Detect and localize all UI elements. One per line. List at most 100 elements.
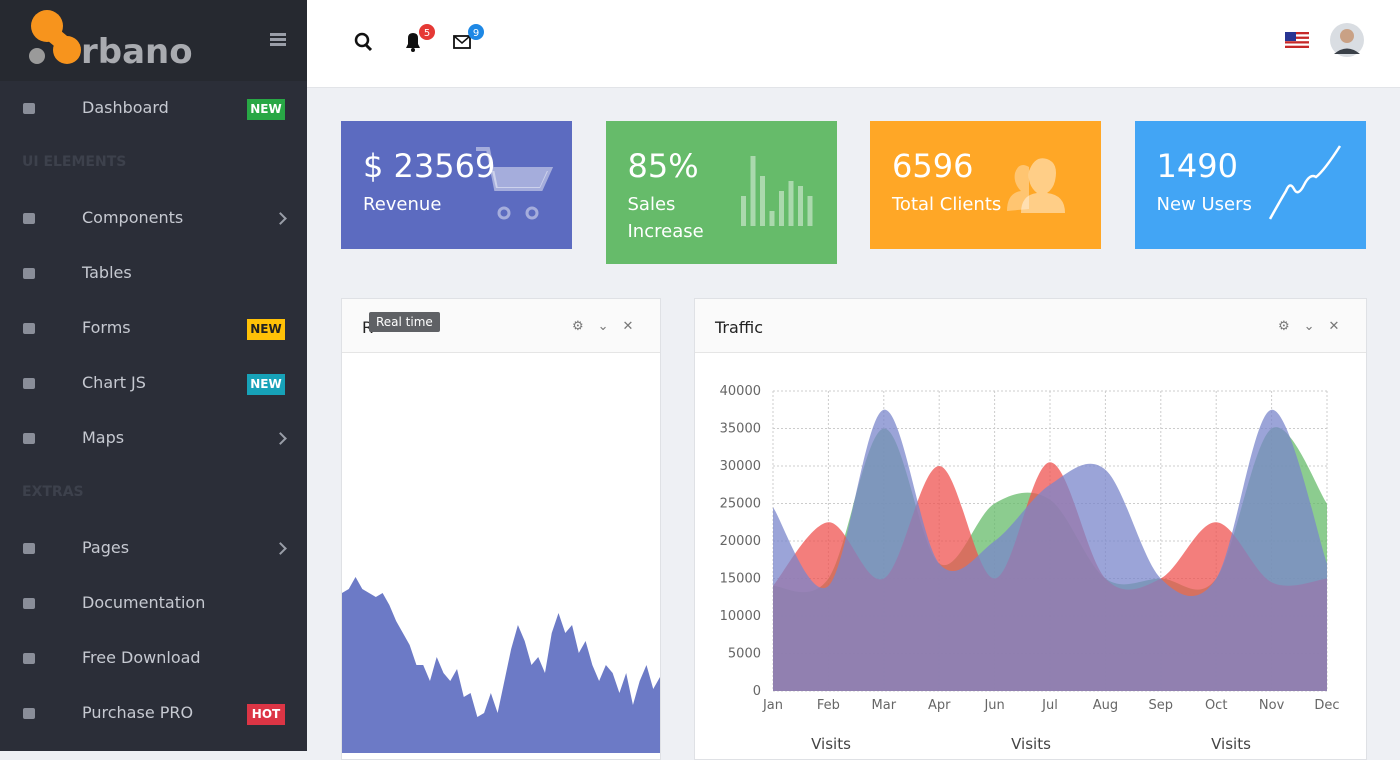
legend-label[interactable]: Visits [811, 735, 851, 753]
icon-cart-body [492, 171, 548, 188]
icon-bar [769, 211, 774, 226]
stat-icon [1268, 145, 1341, 220]
y-tick-label: 10000 [720, 609, 761, 624]
stat-value: $ 23569 [363, 147, 496, 185]
nav-item[interactable]: Chart JS [82, 373, 146, 392]
stat-label: Sales Increase [627, 194, 704, 242]
nav-icon [23, 433, 35, 444]
nav-badge: HOT [247, 704, 285, 725]
nav-icon [23, 103, 35, 114]
nav-icon [23, 598, 35, 609]
x-tick-label: Sep [1149, 698, 1174, 713]
icon-bar [778, 191, 784, 226]
nav-item[interactable]: Free Download [82, 648, 201, 667]
nav-item[interactable]: Purchase PRO [82, 703, 194, 722]
logo[interactable]: rbano [0, 0, 307, 81]
nav-icon [23, 708, 35, 719]
logo-mark: rbano [29, 10, 193, 72]
stat-card: 6596 Total Clients [870, 121, 1101, 249]
sidebar: rbano Dashboard NEW UI ELEMENTS Components T… [0, 0, 307, 751]
icon-line [1268, 145, 1341, 220]
flag-icon[interactable] [1285, 32, 1309, 48]
icon-bar [788, 181, 793, 226]
icon-bar [759, 176, 765, 226]
stat-icon [740, 156, 812, 226]
nav-item[interactable]: Documentation [82, 593, 206, 612]
y-tick-label: 5000 [728, 647, 761, 662]
panel-tools[interactable]: ⚙⌄✕ [1278, 319, 1354, 334]
submenu-arrow [274, 212, 287, 225]
panel-tools[interactable]: ⚙⌄✕ [572, 319, 648, 334]
message-badge [468, 24, 484, 40]
icon-cart [476, 147, 554, 191]
y-tick-label: 35000 [720, 422, 761, 437]
submenu-arrow [274, 432, 287, 445]
stat-label: New Users [1156, 194, 1252, 215]
panel-header: R Real time ⚙⌄✕ [342, 299, 660, 353]
icon-wheel [497, 206, 511, 220]
icon-user [1021, 158, 1065, 213]
stat-icon [1007, 158, 1065, 213]
realtime-chart [342, 577, 660, 753]
y-tick-label: 0 [753, 684, 761, 699]
y-tick-label: 25000 [720, 497, 761, 512]
y-tick-label: 15000 [720, 572, 761, 587]
panel-title: Traffic [715, 318, 764, 337]
area [773, 409, 1327, 691]
mail-icon[interactable] [453, 35, 471, 49]
icon-wheel [525, 206, 539, 220]
stat-value: 1490 [1156, 147, 1238, 185]
avatar[interactable] [1330, 23, 1364, 57]
traffic-panel: Traffic ⚙⌄✕ 0 5000 10000 15000 20000 25000 300… [694, 298, 1367, 760]
nav-section: UI ELEMENTS [22, 154, 127, 170]
panel-header: Traffic ⚙⌄✕ [695, 299, 1366, 353]
stat-icon [476, 147, 554, 220]
notification-count: 5 [424, 28, 430, 39]
nav-item[interactable]: Pages [82, 538, 130, 557]
nav-item[interactable]: Components [82, 208, 184, 227]
x-tick-label: Oct [1205, 698, 1227, 713]
nav-badge: NEW [247, 374, 285, 395]
realtime-panel: R Real time ⚙⌄✕ [341, 298, 661, 760]
y-tick-label: 20000 [720, 534, 761, 549]
x-tick-label: Dec [1314, 698, 1339, 713]
nav-icon [23, 653, 35, 664]
stat-value: 6596 [892, 147, 974, 185]
nav-badge: NEW [247, 99, 285, 120]
nav-icon [23, 213, 35, 224]
x-tick-label: Mar [872, 698, 897, 713]
stat-label: Revenue [363, 194, 442, 215]
logo-text: rbano [81, 32, 193, 72]
nav-item[interactable]: Maps [82, 428, 125, 447]
stat-card: 1490 New Users [1134, 121, 1366, 249]
notification-badge [419, 24, 435, 40]
message-count: 9 [473, 28, 479, 39]
panel-title: R [362, 318, 374, 337]
nav-item[interactable]: Dashboard [82, 98, 169, 117]
icon-bar [807, 196, 812, 226]
x-tick-label: Feb [817, 698, 840, 713]
x-tick-label: Jul [1041, 698, 1058, 713]
x-tick-label: Nov [1259, 698, 1285, 713]
menu-toggle[interactable] [270, 33, 286, 36]
x-tick-label: Apr [928, 698, 951, 713]
legend-label[interactable]: Visits [1011, 735, 1051, 753]
realtime-area [342, 577, 660, 753]
x-tick-label: Jan [762, 698, 783, 713]
x-tick-label: Jun [983, 698, 1004, 713]
nav-item[interactable]: Tables [82, 263, 132, 282]
bell-icon[interactable] [406, 33, 420, 52]
nav-icon [23, 323, 35, 334]
top-bar: 5 9 [307, 0, 1400, 88]
icon-bar [797, 186, 803, 226]
nav-item[interactable]: Forms [82, 318, 131, 337]
nav-icon [23, 378, 35, 389]
submenu-arrow [274, 542, 287, 555]
legend-label[interactable]: Visits [1211, 735, 1251, 753]
stat-value: 85% [627, 147, 699, 185]
stat-card: 85% Sales Increase [605, 121, 837, 264]
search-icon[interactable] [354, 32, 373, 52]
nav-section: EXTRAS [22, 484, 84, 500]
top-icons: 5 9 [354, 23, 1364, 57]
